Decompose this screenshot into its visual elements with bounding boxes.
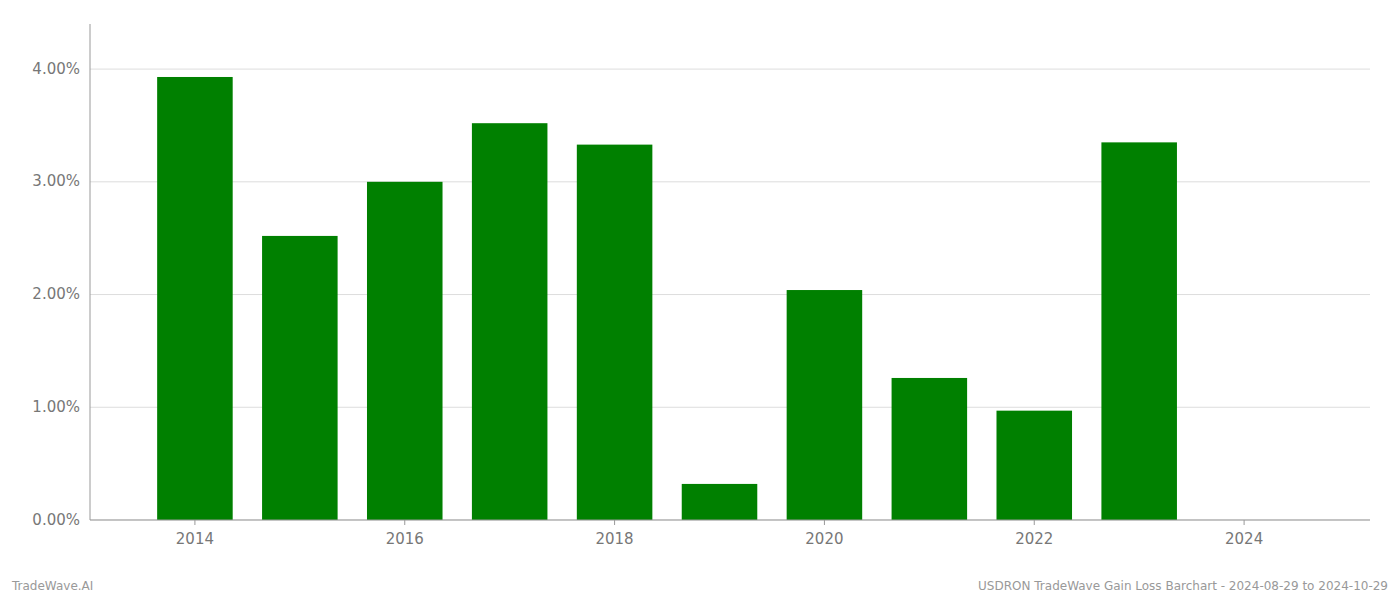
x-axis: 2014 2016 2018 2020 2022 2024 (176, 520, 1263, 548)
y-grid (90, 69, 1370, 520)
x-tick-label: 2022 (1015, 530, 1053, 548)
x-tick (1244, 520, 1245, 525)
grid-line (90, 181, 1370, 182)
bars (157, 77, 1177, 520)
background (0, 0, 1400, 600)
x-tick-label: 2016 (386, 530, 424, 548)
grid-line (90, 69, 1370, 70)
y-axis: 0.00% 1.00% 2.00% 3.00% 4.00% (32, 60, 80, 529)
bar (996, 411, 1072, 520)
x-tick-label: 2018 (595, 530, 633, 548)
y-tick-label: 0.00% (32, 511, 80, 529)
chart-container: 0.00% 1.00% 2.00% 3.00% 4.00% 2014 2016 2018 202… (0, 0, 1400, 600)
bar (262, 236, 338, 520)
x-tick (194, 520, 195, 525)
bar (367, 182, 443, 520)
bar (1101, 142, 1177, 520)
x-axis-line (90, 520, 1370, 521)
grid-line (90, 520, 1370, 521)
x-tick-label: 2024 (1225, 530, 1263, 548)
bar (472, 123, 548, 520)
y-tick-label: 2.00% (32, 285, 80, 303)
x-tick-label: 2014 (176, 530, 214, 548)
x-tick (614, 520, 615, 525)
footer-right: USDRON TradeWave Gain Loss Barchart - 20… (978, 579, 1388, 593)
y-tick-label: 1.00% (32, 398, 80, 416)
x-tick-label: 2020 (805, 530, 843, 548)
chart: 0.00% 1.00% 2.00% 3.00% 4.00% 2014 2016 2018 202… (0, 0, 1400, 600)
y-tick-label: 4.00% (32, 60, 80, 78)
bar (787, 290, 863, 520)
x-tick (1034, 520, 1035, 525)
bar (682, 484, 758, 520)
x-tick (824, 520, 825, 525)
bar (892, 378, 968, 520)
x-tick (404, 520, 405, 525)
y-axis-line (90, 24, 91, 520)
y-tick-label: 3.00% (32, 172, 80, 190)
bar (577, 145, 653, 520)
bar (157, 77, 233, 520)
footer-left: TradeWave.AI (11, 579, 93, 593)
